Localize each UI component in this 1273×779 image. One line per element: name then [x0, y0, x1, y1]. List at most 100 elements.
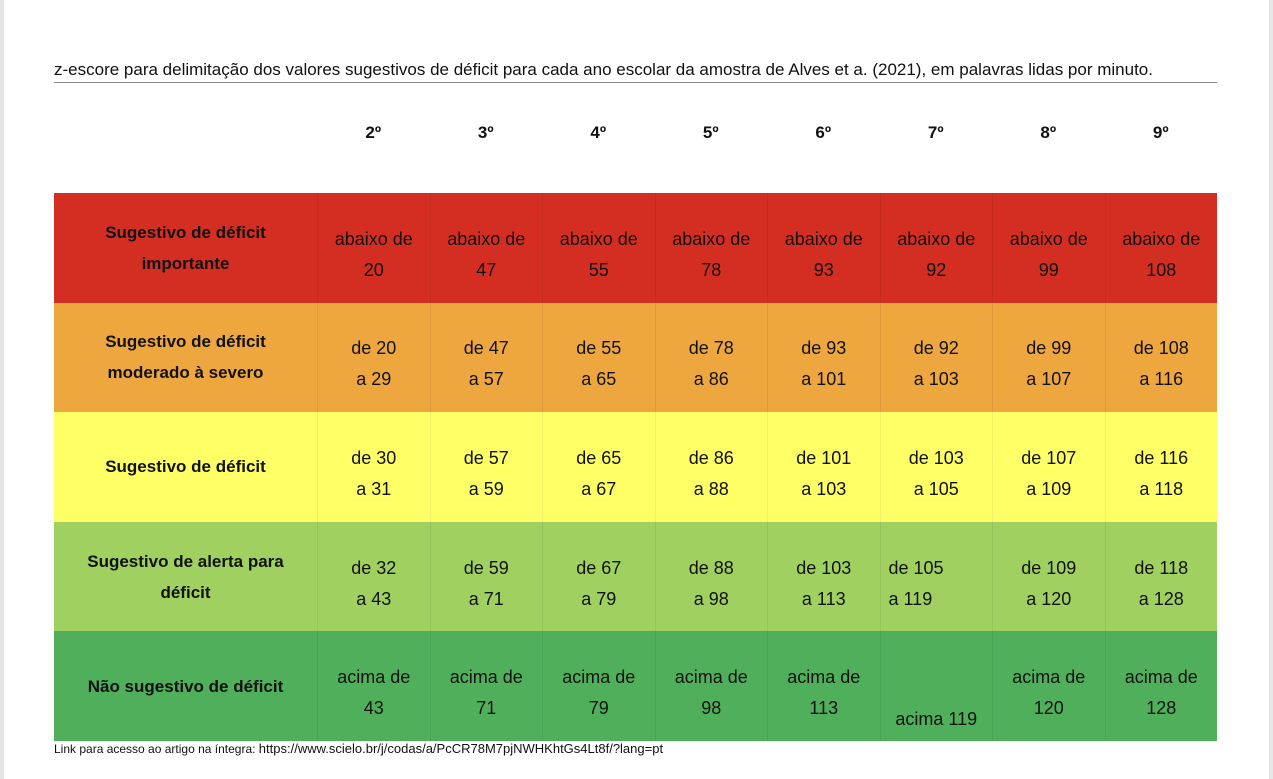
cell-line-2: a 98 [693, 588, 729, 609]
row-label: Sugestivo de déficit importante [105, 222, 266, 273]
cell-line-1: de 86 [688, 447, 734, 468]
cell-line-1: acima de [337, 667, 411, 688]
cell-line-2: a 120 [1026, 588, 1072, 609]
row-label: Não sugestivo de déficit [87, 676, 284, 696]
table-row-alerta: Sugestivo de alerta para déficit de 32 a … [54, 521, 1217, 632]
cell-line-2: a 105 [913, 478, 959, 499]
cell-line-1: de 103 [796, 557, 852, 578]
cell-line-1: abaixo de [1122, 228, 1201, 249]
cell-line-2: 120 [1033, 698, 1064, 719]
cell-line-1: abaixo de [334, 228, 413, 249]
cell-line-2: 99 [1038, 259, 1059, 280]
footer-prefix: Link para acesso ao artigo na íntegra: [54, 742, 259, 756]
article-link[interactable]: https://www.scielo.br/j/codas/a/PcCR78M7… [258, 741, 664, 756]
cell-line-1: acima de [562, 667, 636, 688]
cell-line-2: 108 [1146, 259, 1177, 280]
table-cell: abaixo de 92 [879, 193, 993, 303]
grade-header: 4º [590, 123, 607, 142]
table-cell: de 108 a 116 [1104, 302, 1218, 413]
cell-line-2: a 113 [801, 588, 846, 609]
cell-line-2: a 43 [356, 588, 392, 609]
table-cell: abaixo de 108 [1104, 193, 1218, 303]
table-cell: de 105 a 119 [879, 521, 993, 632]
row-label: Sugestivo de alerta para déficit [87, 551, 284, 602]
cell-line-1: de 118 [1134, 557, 1189, 578]
cell-line-1: de 103 [908, 447, 964, 468]
cell-line-2: a 116 [1139, 369, 1184, 390]
table-cell: de 92 a 103 [879, 302, 993, 413]
deficit-table: Sugestivo de déficit importante abaixo d… [54, 193, 1217, 741]
table-cell: de 99 a 107 [992, 302, 1105, 413]
table-cell: de 116 a 118 [1104, 412, 1218, 522]
table-cell: de 67 a 79 [542, 521, 655, 632]
cell-line-1: de 105 [888, 557, 944, 578]
cell-line-1: de 20 [351, 338, 397, 359]
cell-line-1: abaixo de [672, 228, 751, 249]
cell-line-1: abaixo de [447, 228, 526, 249]
cell-line-1: de 93 [801, 338, 847, 359]
cell-line-2: a 118 [1139, 478, 1184, 499]
cell-line-1: de 109 [1021, 557, 1077, 578]
table-cell: acima de 113 [767, 631, 880, 741]
table-cell: acima de 120 [992, 631, 1105, 741]
table-cell: de 78 a 86 [654, 302, 768, 413]
table-cell: de 20 a 29 [317, 302, 430, 413]
table-cell: abaixo de 78 [654, 193, 768, 303]
table-cell: acima de 128 [1104, 631, 1218, 741]
table-cell: de 57 a 59 [429, 412, 543, 522]
cell-line-1: abaixo de [559, 228, 638, 249]
cell-line-2: a 65 [581, 369, 617, 390]
cell-line-1: de 78 [688, 338, 734, 359]
table-cell: de 103 a 105 [879, 412, 993, 522]
table-cell: de 107 a 109 [992, 412, 1105, 522]
cell-line-2: 78 [701, 259, 722, 280]
grade-header: 3º [477, 123, 494, 142]
grade-header: 5º [702, 123, 719, 142]
cell-line-2: a 57 [468, 369, 504, 390]
cell-line-2: a 71 [468, 588, 504, 609]
cell-line-1: de 30 [351, 447, 397, 468]
cell-line-2: 20 [363, 259, 384, 280]
cell-line-1: de 65 [576, 447, 622, 468]
table-cell: acima de 79 [542, 631, 655, 741]
table-cell: de 103 a 113 [767, 521, 880, 632]
cell-line-2: 43 [363, 698, 384, 719]
table-cell: abaixo de 93 [767, 193, 880, 303]
cell-line-2: 47 [476, 259, 497, 280]
table-cell: de 32 a 43 [317, 521, 430, 632]
table-row-deficit-moderado: Sugestivo de déficit moderado à severo d… [54, 302, 1218, 413]
cell-line-2: 92 [926, 259, 947, 280]
page-edge-right [1269, 0, 1273, 779]
grade-header: 6º [815, 123, 832, 142]
table-cell: de 47 a 57 [429, 302, 543, 413]
grade-header: 7º [927, 123, 944, 142]
cell-line-1: de 99 [1026, 338, 1072, 359]
cell-line-1: de 47 [463, 338, 509, 359]
table-cell: abaixo de 47 [429, 193, 543, 303]
cell-line-1: de 101 [796, 447, 852, 468]
page-edge-left [0, 0, 4, 779]
cell-line-2: a 86 [693, 369, 729, 390]
cell-line-2: 55 [588, 259, 609, 280]
cell-line-1: de 67 [576, 557, 622, 578]
cell-line-2: a 103 [801, 478, 847, 499]
cell-line-1: de 55 [576, 338, 622, 359]
cell-line-1: de 92 [913, 338, 959, 359]
cell-line-2: a 59 [468, 478, 504, 499]
cell-line-2: 93 [813, 259, 834, 280]
cell-line-1: acima 119 [895, 708, 978, 729]
table-cell: de 86 a 88 [654, 412, 768, 522]
article-link-note: Link para acesso ao artigo na íntegra: h… [54, 741, 663, 757]
cell-line-1: de 88 [688, 557, 734, 578]
cell-line-2: a 128 [1138, 588, 1184, 609]
table-cell: abaixo de 55 [542, 193, 655, 303]
cell-line-1: acima de [1012, 667, 1086, 688]
cell-line-1: de 107 [1021, 447, 1077, 468]
cell-line-1: acima de [1124, 667, 1198, 688]
cell-line-1: acima de [674, 667, 748, 688]
table-cell: de 30 a 31 [317, 412, 430, 522]
cell-line-2: 128 [1146, 698, 1177, 719]
table-caption: z-escore para delimitação dos valores su… [54, 58, 1217, 83]
cell-line-2: 79 [588, 698, 609, 719]
cell-line-2: a 109 [1026, 478, 1072, 499]
